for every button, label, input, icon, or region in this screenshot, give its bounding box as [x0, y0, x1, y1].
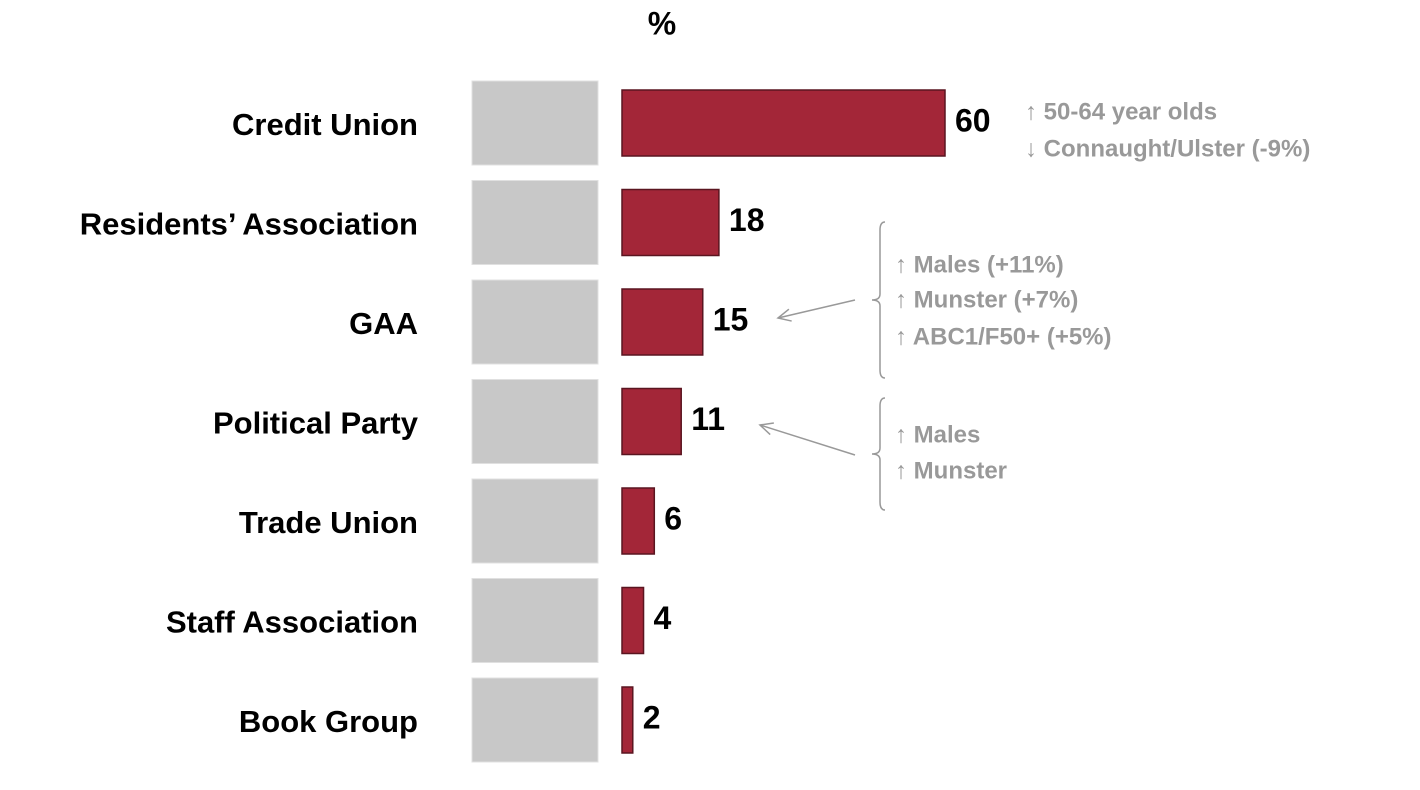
annotation-text: ↓ Connaught/Ulster (-9%)	[1025, 135, 1310, 162]
bar	[622, 588, 644, 654]
bar	[622, 90, 945, 156]
value-label: 60	[955, 102, 991, 138]
icon	[472, 280, 598, 364]
arrow	[778, 300, 855, 318]
annotation-text: ↑ 50-64 year olds	[1025, 98, 1217, 125]
icon	[472, 181, 598, 265]
category-label: Credit Union	[232, 107, 418, 142]
annotation-text: ↑ Males (+11%)	[895, 251, 1064, 278]
annotation-text: ↑ Munster (+7%)	[895, 286, 1078, 313]
category-label: Political Party	[213, 406, 419, 441]
chart: % Credit Union 60 Residents’ Association 18…	[0, 0, 1420, 790]
arrow	[760, 425, 855, 455]
bar	[622, 289, 703, 355]
value-label: 18	[729, 202, 765, 238]
icon	[472, 479, 598, 563]
category-label: Staff Association	[166, 605, 418, 640]
icon	[472, 81, 598, 165]
bar	[622, 190, 719, 256]
category-label: Residents’ Association	[80, 207, 418, 242]
bar	[622, 687, 633, 753]
bracket	[872, 222, 885, 378]
category-label: Book Group	[239, 704, 418, 739]
bracket	[872, 398, 885, 510]
category-label: Trade Union	[239, 505, 418, 540]
icon	[472, 380, 598, 464]
annotation-text: ↑ Males	[895, 421, 980, 448]
icon	[472, 678, 598, 762]
value-label: 2	[643, 699, 661, 735]
axis-label: %	[648, 5, 676, 41]
bar	[622, 488, 654, 554]
value-label: 4	[654, 600, 672, 636]
icon	[472, 579, 598, 663]
value-label: 6	[664, 500, 682, 536]
value-label: 11	[691, 401, 725, 437]
annotation-text: ↑ Munster	[895, 457, 1007, 484]
category-label: GAA	[349, 306, 418, 341]
value-label: 15	[713, 301, 749, 337]
annotation-text: ↑ ABC1/F50+ (+5%)	[895, 323, 1112, 350]
bar	[622, 389, 681, 455]
